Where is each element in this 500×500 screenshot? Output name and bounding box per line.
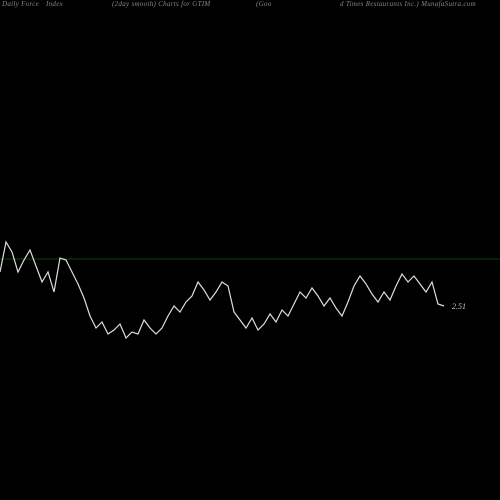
header-title-4: (Goo [256, 0, 272, 8]
force-index-chart: 2.51 [0, 14, 500, 500]
header-title-1: Daily Force [2, 0, 39, 8]
force-index-line [0, 242, 444, 338]
chart-header: Daily Force Index (2day smooth) Charts f… [0, 0, 500, 14]
header-title-3: (2day smooth) Charts for GTIM [112, 0, 211, 8]
header-title-5: d Times Restaurants Inc.) MunafaSutra.co… [340, 0, 476, 8]
header-title-2: Index [46, 0, 63, 8]
current-value-label: 2.51 [452, 302, 466, 311]
chart-svg [0, 14, 500, 500]
